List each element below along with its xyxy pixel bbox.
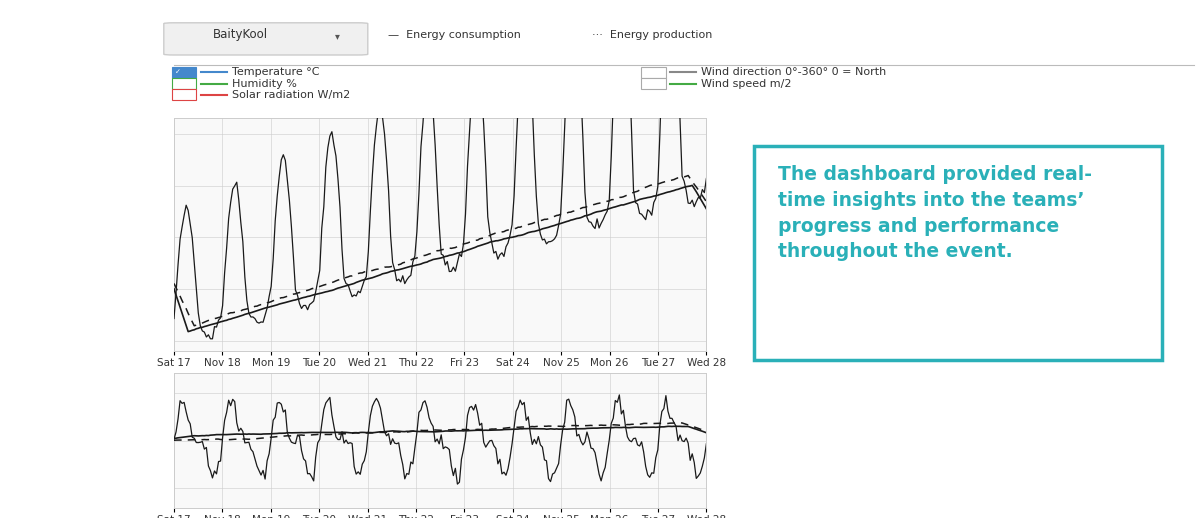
FancyBboxPatch shape [641,67,666,78]
Text: Wind direction 0°-360° 0 = North: Wind direction 0°-360° 0 = North [701,67,887,77]
FancyBboxPatch shape [641,78,666,89]
Text: BaityKool: BaityKool [212,28,268,41]
FancyBboxPatch shape [172,67,197,78]
Text: —  Energy consumption: — Energy consumption [389,30,521,40]
Text: Temperature °C: Temperature °C [232,67,319,77]
Text: Humidity %: Humidity % [232,79,298,89]
Text: Wind speed m/2: Wind speed m/2 [701,79,792,89]
FancyBboxPatch shape [755,146,1162,359]
FancyBboxPatch shape [172,78,197,89]
Text: ▾: ▾ [335,32,340,41]
Text: The dashboard provided real-
time insights into the teams’
progress and performa: The dashboard provided real- time insigh… [778,165,1092,262]
Text: ✓: ✓ [175,69,181,75]
Text: ···  Energy production: ··· Energy production [593,30,713,40]
Text: Solar radiation W/m2: Solar radiation W/m2 [232,90,350,100]
FancyBboxPatch shape [172,90,197,100]
FancyBboxPatch shape [163,23,368,55]
